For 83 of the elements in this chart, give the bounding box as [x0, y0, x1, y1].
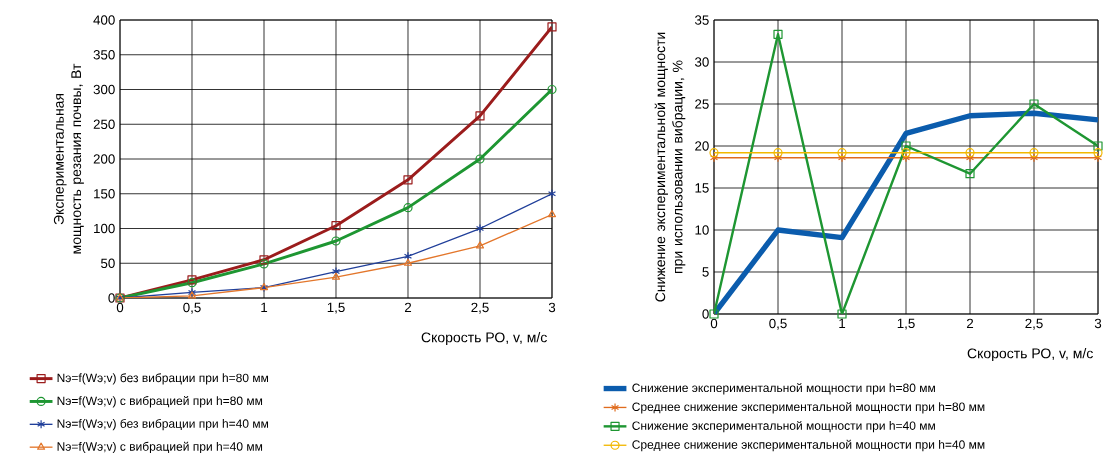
x-tick-label: 3	[1094, 318, 1102, 329]
point	[259, 259, 269, 269]
point	[259, 255, 269, 265]
x-tick-label: 0,5	[769, 318, 787, 330]
point	[475, 154, 485, 164]
point	[547, 210, 557, 218]
point	[901, 141, 911, 151]
x-axis-title: Скорость РО, v, м/с	[967, 348, 1093, 362]
y-tick-label: 15	[695, 183, 709, 193]
y-axis-title: Снижение экспериментальной мощности при использовании вибрации, %	[654, 32, 686, 302]
point	[475, 223, 485, 234]
x-tick-label: 3	[548, 302, 556, 313]
point	[547, 22, 557, 32]
x-tick-label: 1	[839, 318, 846, 328]
y-tick-label: 150	[94, 189, 115, 199]
x-tick-label: 0	[710, 318, 718, 329]
point	[837, 153, 847, 163]
point	[709, 309, 719, 319]
point	[837, 309, 847, 319]
point	[773, 148, 783, 158]
legend-label: Среднее снижение экспериментальной мощности при h=40 мм	[632, 439, 985, 452]
point	[547, 84, 557, 95]
y-tick-label: 35	[694, 15, 709, 25]
point	[965, 169, 975, 179]
x-tick-label: 2	[966, 318, 974, 329]
point	[1093, 141, 1103, 151]
point	[773, 29, 783, 39]
point	[403, 258, 413, 266]
point	[1029, 99, 1039, 109]
y-tick-label: 0	[108, 293, 115, 303]
point	[475, 111, 485, 121]
point	[187, 287, 197, 298]
point	[187, 291, 197, 299]
y-tick-label: 400	[93, 15, 115, 25]
x-tick-label: 2,5	[1025, 318, 1043, 330]
point	[709, 148, 719, 158]
y-axis-title: Экспериментальная мощность резания почвы, Вт	[53, 63, 84, 254]
point	[475, 241, 485, 249]
point	[403, 251, 413, 261]
x-tick-label: 1,5	[897, 318, 915, 330]
point	[1093, 153, 1103, 163]
legend-label: Среднее снижение экспериментальной мощности при h=80 мм	[632, 401, 985, 414]
point	[773, 153, 783, 163]
point	[331, 266, 341, 277]
y-tick-label: 20	[695, 141, 709, 151]
legend-label: Nэ=f(Wэ;v) с вибрацией при h=80 мм	[57, 396, 263, 408]
y-tick-label: 100	[94, 223, 115, 234]
point	[331, 272, 341, 280]
legend-label: Nэ=f(Wэ;v) с вибрацией при h=40 мм	[57, 441, 263, 454]
y-tick-label: 250	[93, 119, 115, 129]
point	[901, 153, 911, 163]
point	[331, 221, 341, 231]
legend-label: Nэ=f(Wэ;v) без вибрации при h=40 мм	[57, 418, 268, 431]
y-tick-label: 25	[695, 99, 709, 109]
point	[547, 189, 557, 199]
y-tick-label: 50	[101, 258, 115, 268]
point	[965, 148, 975, 158]
x-tick-label: 1,5	[327, 302, 345, 314]
point	[1029, 148, 1039, 158]
point	[331, 236, 341, 246]
y-tick-label: 200	[93, 154, 115, 164]
point	[709, 153, 719, 163]
x-tick-label: 2	[404, 302, 412, 313]
point	[1029, 153, 1039, 163]
y-tick-label: 10	[695, 225, 709, 235]
legend-label: Снижение экспериментальной мощности при h=40 мм	[632, 420, 935, 433]
x-tick-label: 0,5	[183, 302, 201, 314]
point	[901, 148, 911, 158]
x-tick-label: 2,5	[471, 302, 489, 314]
x-tick-label: 1	[261, 302, 268, 312]
legend-label: Снижение экспериментальной мощности при h=80 мм	[632, 383, 935, 395]
y-tick-label: 350	[93, 50, 115, 60]
point	[403, 203, 413, 213]
y-tick-label: 30	[694, 57, 709, 67]
point	[965, 153, 975, 163]
point	[1093, 148, 1103, 158]
y-tick-label: 5	[702, 267, 709, 277]
x-axis-title: Скорость РО, v, м/с	[421, 332, 547, 346]
y-tick-label: 300	[93, 84, 115, 95]
point	[837, 148, 847, 158]
x-tick-label: 0	[116, 302, 124, 313]
point	[403, 175, 413, 185]
legend-label: Nэ=f(Wэ;v) без вибрации при h=80 мм	[57, 373, 268, 385]
